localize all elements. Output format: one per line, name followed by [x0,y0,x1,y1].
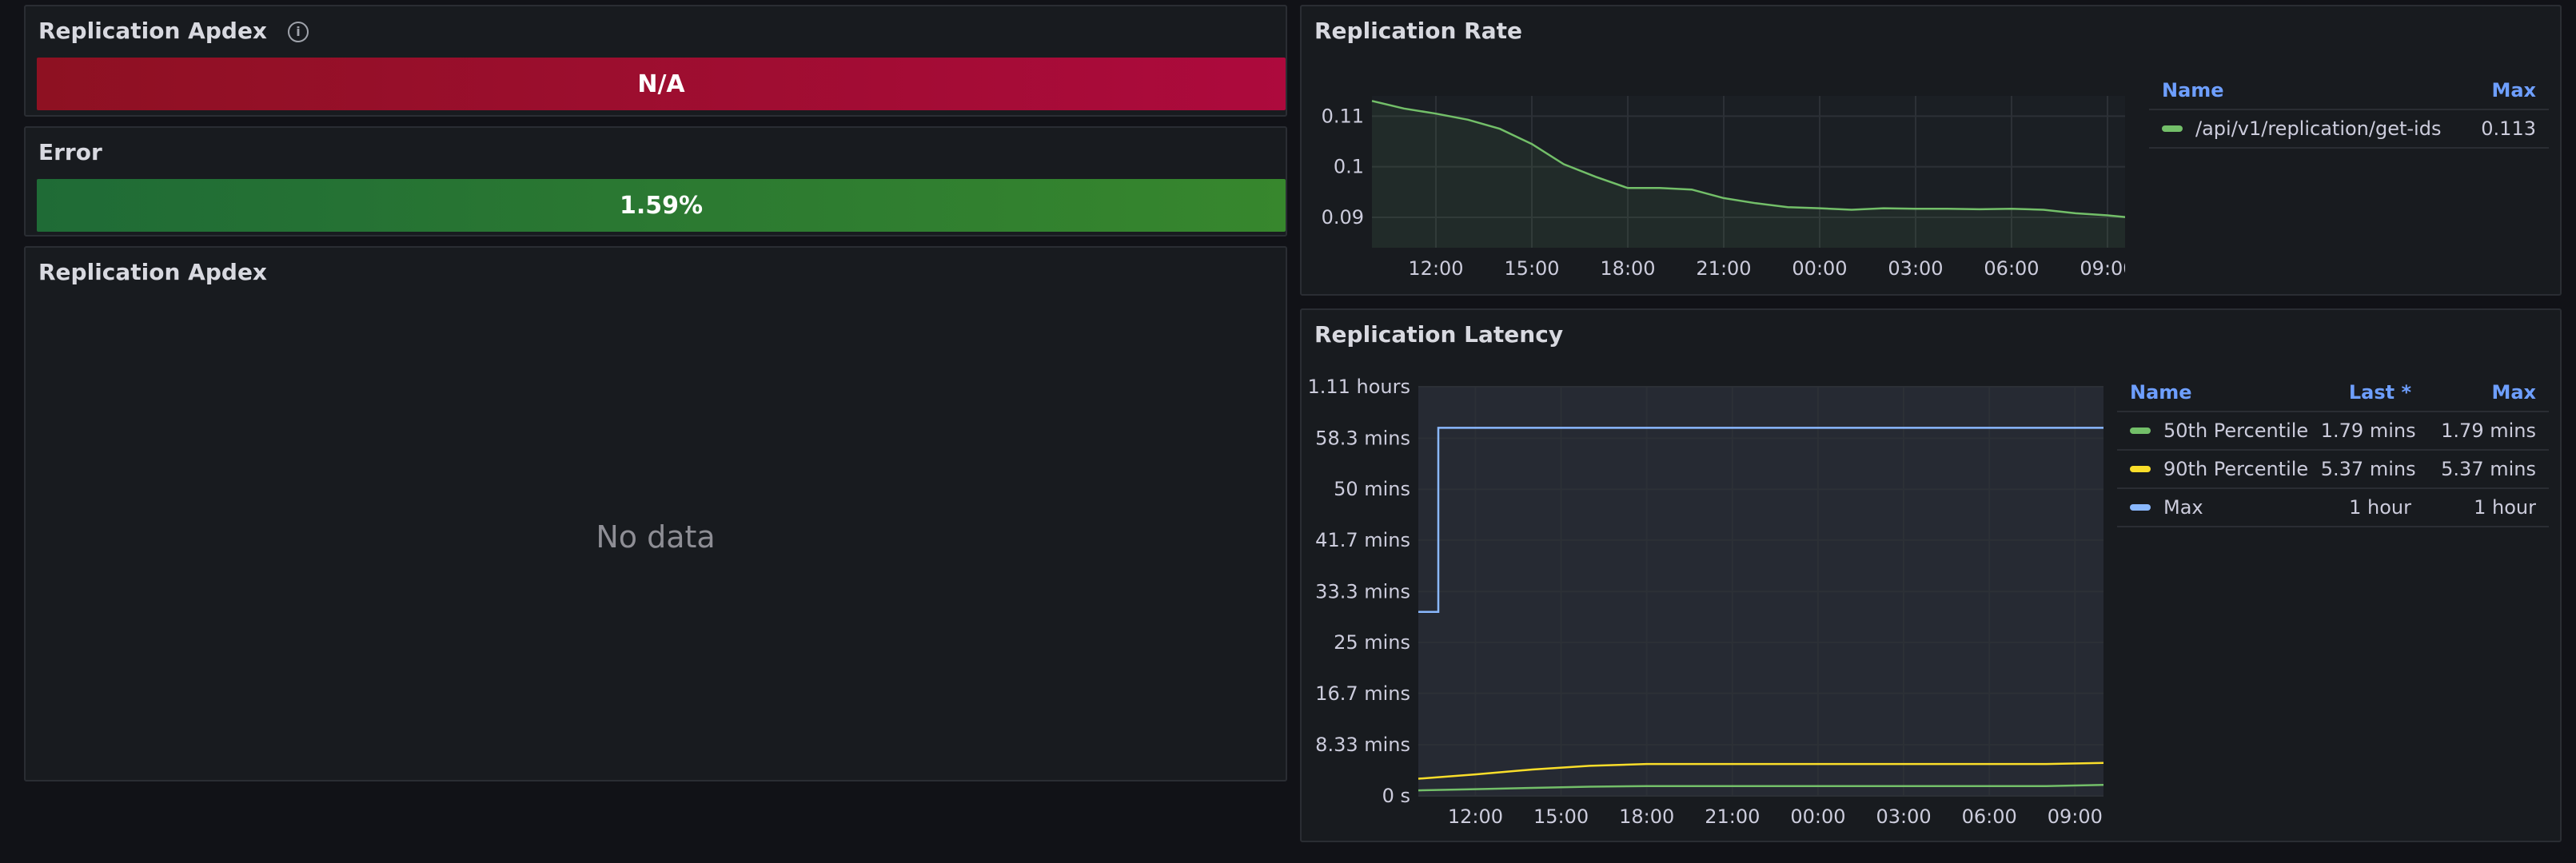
series-max: 5.37 mins [2441,458,2536,480]
legend-header: Name Last * Max [2117,374,2549,412]
latency-legend: Name Last * Max 50th Percentile 1.79 min… [2117,374,2549,527]
series-color-swatch [2162,125,2183,132]
legend-header-name[interactable]: Name [2162,79,2224,101]
series-color-swatch [2130,504,2151,511]
latency-chart[interactable]: 12:00 15:00 18:00 21:00 00:00 03:00 06:00 09:00… [1302,310,2117,844]
y-tick-label: 41.7 mins [1315,529,1410,551]
x-tick-label: 15:00 [1533,805,1589,828]
x-tick-label: 03:00 [1888,257,1943,280]
legend-header-max[interactable]: Max [2491,79,2536,101]
series-line-api-v1-replication-get-ids[interactable] [1371,100,2125,218]
y-tick-label: 0.09 [1322,206,1364,229]
x-tick-label: 18:00 [1600,257,1655,280]
stat-value-bar: N/A [37,58,1286,110]
series-name: Max [2163,496,2203,519]
error-stat-panel: Error 1.59% [24,126,1287,237]
y-tick-label: 0 s [1382,785,1410,807]
series-color-swatch [2130,428,2151,434]
series-name: 50th Percentile [2163,420,2309,442]
series-area [1372,101,2125,248]
series-max: 1.79 mins [2441,420,2536,442]
legend-header: Name Max [2149,72,2549,110]
y-tick-label: 25 mins [1334,631,1410,654]
stat-value: N/A [637,70,685,98]
no-data-message: No data [596,519,716,555]
y-tick-label: 58.3 mins [1315,427,1410,449]
legend-row[interactable]: /api/v1/replication/get-ids 0.113 [2149,110,2549,149]
x-tick-label: 18:00 [1619,805,1674,828]
panel-title: Replication Apdex i [38,18,309,44]
x-tick-label: 06:00 [1984,257,2039,280]
x-tick-label: 09:00 [2080,257,2125,280]
x-tick-label: 00:00 [1790,805,1845,828]
y-tick-label: 33.3 mins [1315,580,1410,603]
x-tick-label: 15:00 [1504,257,1559,280]
series-last: 5.37 mins [2320,458,2416,480]
apdex-chart-panel: Replication Apdex No data [24,246,1287,781]
y-tick-label: 0.11 [1322,105,1364,127]
series-name: 90th Percentile [2163,458,2309,480]
y-tick-label: 50 mins [1334,478,1410,500]
series-line-max[interactable] [1418,427,2103,613]
y-tick-label: 8.33 mins [1315,734,1410,756]
legend-header-last[interactable]: Last * [2348,381,2411,404]
x-tick-label: 12:00 [1448,805,1503,828]
panel-title: Error [38,139,102,165]
rate-legend: Name Max /api/v1/replication/get-ids 0.1… [2149,72,2549,149]
series-max: 0.113 [2481,117,2536,140]
plot-area [1372,96,2125,248]
stat-value: 1.59% [619,191,704,220]
series-last: 1 hour [2349,496,2411,519]
legend-row[interactable]: 90th Percentile 5.37 mins 5.37 mins [2117,451,2549,489]
x-tick-label: 12:00 [1408,257,1463,280]
x-tick-label: 21:00 [1696,257,1751,280]
series-name: /api/v1/replication/get-ids [2195,117,2442,140]
replication-latency-panel: Replication Latency 12:00 15:00 18:00 21:00… [1300,308,2562,842]
x-tick-label: 00:00 [1792,257,1847,280]
series-color-swatch [2130,466,2151,472]
series-line-50th-percentile[interactable] [1418,784,2104,792]
y-tick-label: 1.11 hours [1307,376,1410,398]
series-last: 1.79 mins [2320,420,2416,442]
info-icon[interactable]: i [288,22,309,42]
y-tick-label: 0.1 [1334,156,1364,178]
panel-title: Replication Apdex [38,259,267,285]
x-tick-label: 03:00 [1876,805,1931,828]
x-tick-label: 09:00 [2048,805,2103,828]
panel-title: Replication Rate [1314,18,1523,44]
rate-chart[interactable]: 12:00 15:00 18:00 21:00 00:00 03:00 06:00 09:0 0… [1302,6,2125,297]
legend-header-max[interactable]: Max [2491,381,2536,404]
x-tick-label: 06:00 [1962,805,2017,828]
apdex-stat-panel: Replication Apdex i N/A [24,5,1287,117]
y-tick-label: 16.7 mins [1315,682,1410,705]
legend-row[interactable]: Max 1 hour 1 hour [2117,489,2549,527]
replication-rate-panel: Replication Rate 12:00 15:00 18:00 21:00 00:… [1300,5,2562,296]
legend-header-name[interactable]: Name [2130,381,2192,404]
legend-row[interactable]: 50th Percentile 1.79 mins 1.79 mins [2117,412,2549,451]
stat-value-bar: 1.59% [37,179,1286,232]
series-line-90th-percentile[interactable] [1418,762,2104,780]
x-tick-label: 21:00 [1705,805,1760,828]
series-max: 1 hour [2474,496,2536,519]
panel-title: Replication Latency [1314,321,1564,348]
